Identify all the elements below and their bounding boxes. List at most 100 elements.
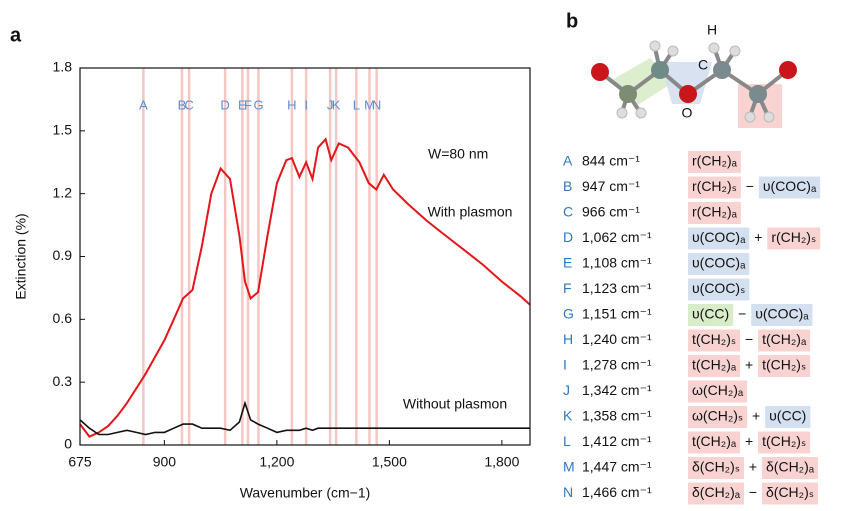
term-box xyxy=(762,457,818,479)
term-text: υ(COC)ₐ xyxy=(763,178,817,194)
reference-label: D xyxy=(220,97,229,112)
wavenumber: 1,278 cm⁻¹ xyxy=(582,357,652,373)
term: t(CH₂)ₐ xyxy=(758,329,811,352)
wavenumber: 1,447 cm⁻¹ xyxy=(582,459,652,475)
x-tick-label: 900 xyxy=(153,454,177,470)
reference-label: A xyxy=(139,97,148,112)
term-box xyxy=(688,253,750,275)
atom xyxy=(679,85,697,103)
term: δ(CH₂)ₐ xyxy=(762,457,818,479)
molecule: H C O xyxy=(591,22,797,128)
term-text: ω(CH₂)ₐ xyxy=(692,382,744,398)
series-label: Without plasmon xyxy=(403,396,507,412)
wavenumber: 1,151 cm⁻¹ xyxy=(582,306,652,322)
row-label: E xyxy=(563,255,572,271)
term: υ(CC) xyxy=(765,406,811,428)
term-text: t(CH₂)ₐ xyxy=(762,331,807,347)
term-text: δ(CH₂)ₐ xyxy=(766,459,815,475)
atom xyxy=(591,63,609,81)
reference-label: F xyxy=(244,97,252,112)
term-box xyxy=(688,176,741,199)
term-box xyxy=(688,406,748,428)
term: r(CH₂)ₛ xyxy=(688,176,741,199)
x-tick-label: 1,800 xyxy=(484,454,519,470)
term-box xyxy=(761,482,818,505)
term-box xyxy=(758,431,811,454)
y-tick-label: 0.6 xyxy=(53,310,73,326)
atom xyxy=(651,61,669,79)
wavenumber: 947 cm⁻¹ xyxy=(582,178,640,194)
term-text: δ(CH₂)ₛ xyxy=(766,484,814,500)
term-text: υ(COC)ₐ xyxy=(755,306,809,322)
term: r(CH₂)ₐ xyxy=(688,151,741,173)
series-label: With plasmon xyxy=(428,204,513,220)
term: t(CH₂)ₐ xyxy=(688,355,741,377)
y-tick-label: 1.2 xyxy=(53,184,73,200)
term-text: r(CH₂)ₛ xyxy=(771,229,816,245)
term-box xyxy=(758,329,811,352)
data-line xyxy=(79,137,531,438)
operator: + xyxy=(745,433,753,449)
term-text: t(CH₂)ₐ xyxy=(692,357,737,373)
reference-label: N xyxy=(372,97,381,112)
term-text: υ(COC)ₛ xyxy=(692,280,745,296)
wavenumber: 1,358 cm⁻¹ xyxy=(582,408,652,424)
term-box xyxy=(688,202,741,224)
term-text: t(CH₂)ₛ xyxy=(762,357,806,373)
wavenumber: 966 cm⁻¹ xyxy=(582,204,640,220)
atom xyxy=(749,85,767,103)
term: δ(CH₂)ₐ xyxy=(688,482,744,505)
term-box xyxy=(688,355,741,377)
term-box xyxy=(688,482,744,505)
wavenumber: 1,412 cm⁻¹ xyxy=(582,433,652,449)
y-tick-label: 1.8 xyxy=(53,59,73,75)
term: ω(CH₂)ₛ xyxy=(688,406,748,428)
term-box xyxy=(758,176,821,199)
term: r(CH₂)ₛ xyxy=(767,227,821,250)
reference-label: K xyxy=(332,97,341,112)
term-text: r(CH₂)ₐ xyxy=(692,204,738,220)
term-box xyxy=(688,329,741,352)
term-text: δ(CH₂)ₐ xyxy=(692,484,741,500)
term-box xyxy=(688,151,741,173)
operator: − xyxy=(738,306,746,322)
wavenumber: 1,123 cm⁻¹ xyxy=(582,280,652,296)
hydrogens xyxy=(616,40,775,123)
term-text: t(CH₂)ₛ xyxy=(762,433,806,449)
term: υ(COC)ₐ xyxy=(688,227,750,250)
term: t(CH₂)ₛ xyxy=(758,431,811,454)
row-label: M xyxy=(563,459,575,475)
row-label: N xyxy=(563,484,573,500)
panel-label: a xyxy=(10,24,22,46)
term: t(CH₂)ₐ xyxy=(688,431,741,454)
reference-label: L xyxy=(353,97,360,112)
term-box xyxy=(688,278,750,301)
term: υ(COC)ₛ xyxy=(688,278,750,301)
operator: + xyxy=(754,229,762,245)
reference-label: J xyxy=(327,97,334,112)
row-label: B xyxy=(563,178,572,194)
term: δ(CH₂)ₛ xyxy=(761,482,818,505)
reference-label: G xyxy=(253,97,263,112)
term-text: δ(CH₂)ₛ xyxy=(692,459,740,475)
term-text: ω(CH₂)ₛ xyxy=(692,408,743,424)
reference-label: B xyxy=(178,97,187,112)
wavenumber: 1,466 cm⁻¹ xyxy=(582,484,652,500)
y-axis-label: Extinction (%) xyxy=(13,213,29,299)
reference-label: M xyxy=(364,97,375,112)
term-box xyxy=(751,304,813,326)
atom-label: C xyxy=(698,57,708,73)
row-label: I xyxy=(563,357,567,373)
atom xyxy=(779,61,797,79)
row-label: L xyxy=(563,433,571,449)
term: ω(CH₂)ₐ xyxy=(688,380,748,403)
wavenumber: 1,240 cm⁻¹ xyxy=(582,331,652,347)
atom-label: O xyxy=(682,105,693,121)
wavenumber: 1,108 cm⁻¹ xyxy=(582,255,652,271)
row-label: F xyxy=(563,280,572,296)
term-box xyxy=(688,457,744,479)
highlight xyxy=(660,62,712,104)
term-box xyxy=(688,304,734,326)
term-text: υ(COC)ₐ xyxy=(692,255,746,271)
